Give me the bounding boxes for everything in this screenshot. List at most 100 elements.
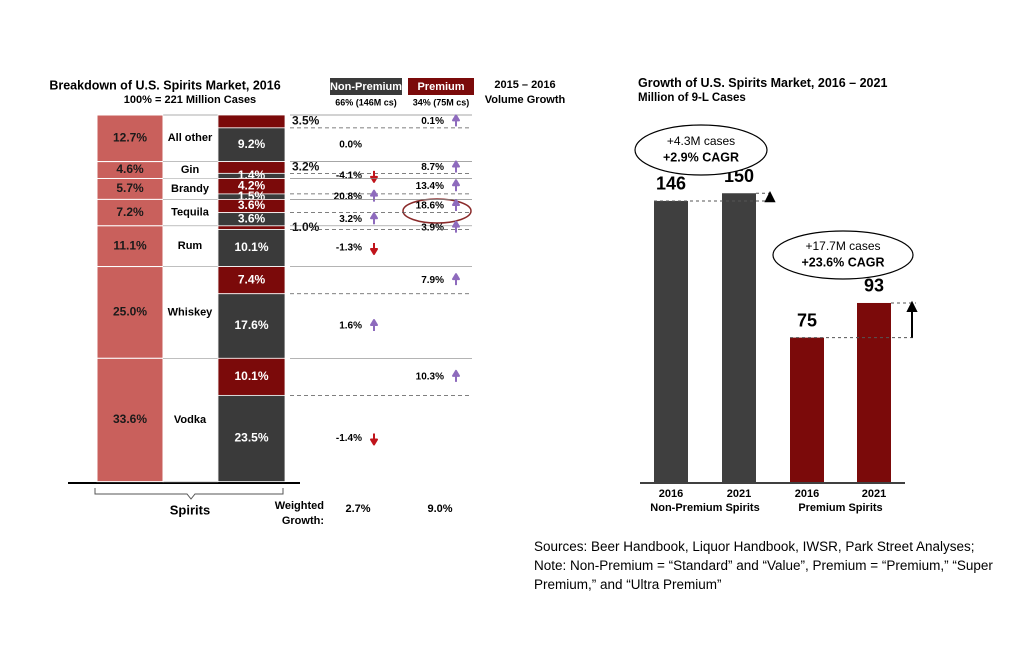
share-label: 7.2% (116, 205, 144, 219)
right-subtitle: Million of 9-L Cases (638, 92, 746, 104)
category-label: Brandy (171, 183, 210, 195)
share-label: 12.7% (113, 130, 147, 144)
bar-label: 75 (797, 310, 817, 330)
segment (217, 266, 286, 295)
share-label: 4.6% (116, 162, 144, 176)
annotation-ellipse (634, 124, 768, 176)
segment-label: 7.4% (238, 272, 266, 286)
segment-label: 3.6% (238, 198, 266, 212)
growth-arrow (906, 300, 918, 338)
bar-label: 93 (864, 276, 884, 296)
segment (217, 229, 286, 267)
bar-label: 146 (656, 174, 686, 194)
growth-label: 13.4% (416, 181, 444, 192)
series-header-box (408, 78, 474, 95)
growth-header: 2015 – 2016 Volume Growth (484, 79, 566, 106)
segment-label: 1.0% (292, 220, 320, 234)
category-label: Rum (178, 240, 203, 252)
share-bar (96, 198, 164, 227)
bar (722, 193, 756, 482)
up-arrow (452, 160, 460, 173)
weighted-growth: 9.0% (427, 503, 452, 515)
series-header-box (330, 78, 402, 95)
growth-label: -1.3% (336, 243, 362, 254)
segment-label: 3.2% (292, 160, 320, 174)
annotation-cagr: +23.6% CAGR (801, 255, 884, 269)
growth-label: 2015 – 2016 Volume Growth (484, 79, 566, 106)
up-arrow (370, 319, 378, 332)
growth-label: 8.7% (421, 162, 444, 173)
segment (217, 357, 286, 396)
total-label: Spirits (170, 502, 210, 517)
category-label: Tequila (171, 207, 210, 219)
bar (654, 200, 688, 482)
segment-label: 10.1% (234, 369, 268, 383)
right-title: Growth of U.S. Spirits Market, 2016 – 20… (638, 76, 888, 90)
up-arrow (452, 179, 460, 192)
highlight-ellipse (402, 198, 472, 224)
series-header: Non-Premium (330, 81, 402, 93)
right-title-box: Growth of U.S. Spirits Market, 2016 – 20… (638, 76, 888, 104)
group-label: Non-Premium Spirits (650, 502, 759, 514)
share-bar (96, 266, 164, 359)
x-tick-label: 2021 (727, 488, 751, 500)
down-arrow (370, 433, 378, 446)
growth-label: -1.4% (336, 433, 362, 444)
segment-label: 9.2% (238, 137, 266, 151)
category-label: All other (168, 132, 213, 144)
growth-label: -4.1% (336, 171, 362, 182)
up-arrow (370, 212, 378, 225)
footnote-sources: Sources: Beer Handbook, Liquor Handbook,… (534, 539, 975, 554)
segment (217, 225, 286, 230)
growth-label: 10.3% (416, 371, 444, 382)
down-arrow (370, 170, 378, 183)
group-label: Premium Spirits (798, 502, 882, 514)
segment (217, 293, 286, 359)
share-bar (96, 114, 164, 163)
segment-label: 4.2% (238, 178, 266, 192)
share-bar (96, 357, 164, 483)
up-arrow (452, 220, 460, 233)
growth-label: 3.9% (421, 222, 444, 233)
growth-label: 20.8% (334, 191, 362, 202)
annotation-cagr: +2.9% CAGR (663, 150, 739, 164)
growth-label: 7.9% (421, 275, 444, 286)
bar (790, 337, 824, 482)
annotation-change: +17.7M cases (805, 239, 880, 253)
weighted-growth: 2.7% (345, 503, 370, 515)
up-arrow (452, 114, 460, 127)
share-label: 11.1% (113, 238, 147, 252)
category-label: Whiskey (168, 306, 214, 318)
segment-label: 17.6% (234, 318, 268, 332)
x-tick-label: 2016 (795, 488, 819, 500)
growth-label: 0.1% (421, 116, 444, 127)
left-subtitle: 100% = 221 Million Cases (124, 94, 256, 106)
growth-label: 3.2% (339, 214, 362, 225)
growth-label: 18.6% (416, 201, 444, 212)
segment (217, 114, 286, 129)
annotation-ellipse (772, 230, 914, 280)
weighted-label: Weighted Growth: (274, 500, 324, 527)
category-label: Gin (181, 164, 200, 176)
category-label: Vodka (174, 414, 207, 426)
segment-label: 10.1% (234, 240, 268, 254)
x-tick-label: 2021 (862, 488, 886, 500)
brace (94, 488, 284, 500)
series-header: Premium (417, 81, 464, 93)
share-label: 33.6% (113, 412, 147, 426)
segment (217, 127, 286, 163)
footnote-box: Sources: Beer Handbook, Liquor Handbook,… (534, 539, 993, 592)
x-tick-label: 2016 (659, 488, 683, 500)
growth-label: 0.0% (339, 139, 362, 150)
segment-label: 3.6% (238, 211, 266, 225)
growth-label: 1.6% (339, 321, 362, 332)
growth-arrow (764, 191, 776, 203)
series-subtitle: 66% (146M cs) (335, 97, 397, 107)
series-subtitle: 34% (75M cs) (413, 97, 470, 107)
segment (217, 394, 286, 483)
segment-label: 3.5% (292, 114, 320, 128)
up-arrow (452, 369, 460, 382)
annotation-change: +4.3M cases (667, 134, 735, 148)
weighted-box: Weighted Growth: (274, 500, 324, 527)
